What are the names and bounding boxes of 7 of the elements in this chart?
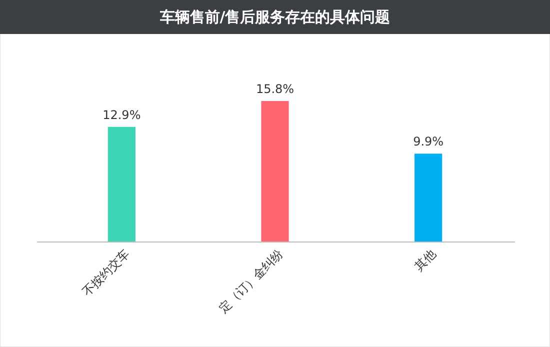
data-label: 9.9% (413, 134, 444, 149)
chart-title: 车辆售前/售后服务存在的具体问题 (158, 8, 390, 26)
data-label: 12.9% (102, 108, 141, 122)
x-tick-label: 其他 (412, 246, 439, 274)
data-label: 15.8% (256, 82, 294, 96)
x-tick-label: 不按约交车 (80, 246, 132, 299)
x-tick-label: 定（订）金纠纷 (216, 246, 286, 316)
